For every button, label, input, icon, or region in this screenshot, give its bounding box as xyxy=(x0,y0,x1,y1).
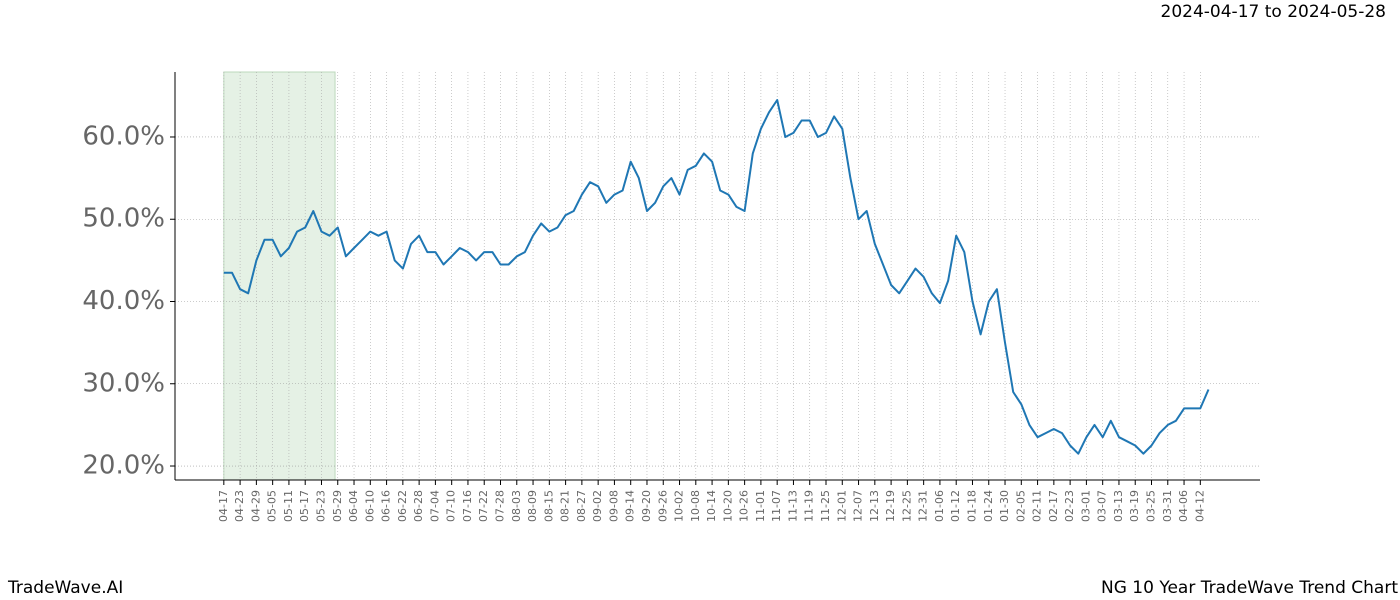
x-tick-label: 03-19 xyxy=(1128,490,1141,522)
x-tick-label: 04-23 xyxy=(233,490,246,522)
x-tick-label: 09-14 xyxy=(624,490,637,522)
x-tick-label: 07-22 xyxy=(477,490,490,522)
x-tick-label: 04-12 xyxy=(1193,490,1206,522)
x-tick-label: 02-11 xyxy=(1031,490,1044,522)
x-tick-label: 02-23 xyxy=(1063,490,1076,522)
x-tick-label: 10-02 xyxy=(673,490,686,522)
x-tick-label: 03-07 xyxy=(1096,490,1109,522)
x-tick-label: 05-17 xyxy=(298,490,311,522)
x-tick-label: 05-29 xyxy=(331,490,344,522)
x-tick-label: 12-01 xyxy=(835,490,848,522)
x-tick-label: 10-26 xyxy=(738,490,751,522)
x-tick-label: 05-23 xyxy=(314,490,327,522)
y-tick-label: 60.0% xyxy=(82,121,165,151)
x-tick-label: 08-21 xyxy=(559,490,572,522)
y-tick-label: 30.0% xyxy=(82,368,165,398)
x-tick-label: 08-09 xyxy=(526,490,539,522)
y-tick-label: 40.0% xyxy=(82,286,165,316)
x-tick-label: 07-16 xyxy=(461,490,474,522)
x-tick-label: 05-11 xyxy=(282,490,295,522)
x-tick-label: 04-17 xyxy=(217,490,230,522)
x-tick-label: 11-01 xyxy=(754,490,767,522)
x-tick-label: 12-07 xyxy=(852,490,865,522)
x-tick-label: 03-31 xyxy=(1161,490,1174,522)
x-tick-label: 07-28 xyxy=(494,490,507,522)
x-tick-label: 03-01 xyxy=(1079,490,1092,522)
x-tick-label: 04-06 xyxy=(1177,490,1190,522)
x-tick-label: 12-19 xyxy=(884,490,897,522)
chart-title: NG 10 Year TradeWave Trend Chart xyxy=(1101,578,1398,598)
x-tick-label: 06-04 xyxy=(347,490,360,522)
x-tick-label: 03-25 xyxy=(1145,490,1158,522)
x-tick-label: 12-31 xyxy=(917,490,930,522)
x-tick-label: 09-20 xyxy=(640,490,653,522)
x-tick-label: 01-12 xyxy=(949,490,962,522)
x-tick-label: 11-13 xyxy=(786,490,799,522)
x-tick-label: 02-17 xyxy=(1047,490,1060,522)
x-tick-label: 10-08 xyxy=(689,490,702,522)
x-tick-label: 06-16 xyxy=(380,490,393,522)
x-tick-label: 11-25 xyxy=(819,490,832,522)
x-tick-label: 01-18 xyxy=(965,490,978,522)
x-tick-label: 06-28 xyxy=(412,490,425,522)
x-tick-label: 06-10 xyxy=(363,490,376,522)
trend-line xyxy=(223,99,1210,455)
x-tick-label: 10-20 xyxy=(721,490,734,522)
date-range: 2024-04-17 to 2024-05-28 xyxy=(1161,2,1386,22)
x-tick-label: 12-25 xyxy=(900,490,913,522)
x-tick-label: 09-02 xyxy=(591,490,604,522)
x-tick-label: 01-06 xyxy=(933,490,946,522)
x-tick-label: 08-27 xyxy=(575,490,588,522)
x-tick-label: 09-08 xyxy=(607,490,620,522)
x-tick-label: 08-15 xyxy=(542,490,555,522)
x-tick-label: 05-05 xyxy=(266,490,279,522)
highlight-region xyxy=(223,71,336,481)
x-tick-label: 12-13 xyxy=(868,490,881,522)
x-tick-label: 04-29 xyxy=(249,490,262,522)
brand: TradeWave.AI xyxy=(7,578,123,598)
x-tick-label: 09-26 xyxy=(656,490,669,522)
x-tick-label: 07-10 xyxy=(445,490,458,522)
x-tick-label: 08-03 xyxy=(510,490,523,522)
y-tick-label: 20.0% xyxy=(82,451,165,481)
y-tick-label: 50.0% xyxy=(82,204,165,234)
x-tick-label: 01-24 xyxy=(982,490,995,522)
x-tick-label: 11-07 xyxy=(770,490,783,522)
x-tick-label: 06-22 xyxy=(396,490,409,522)
x-tick-label: 07-04 xyxy=(428,490,441,522)
x-tick-label: 01-30 xyxy=(998,490,1011,522)
x-tick-label: 02-05 xyxy=(1014,490,1027,522)
x-tick-label: 11-19 xyxy=(803,490,816,522)
x-tick-label: 03-13 xyxy=(1112,490,1125,522)
x-tick-label: 10-14 xyxy=(705,490,718,522)
